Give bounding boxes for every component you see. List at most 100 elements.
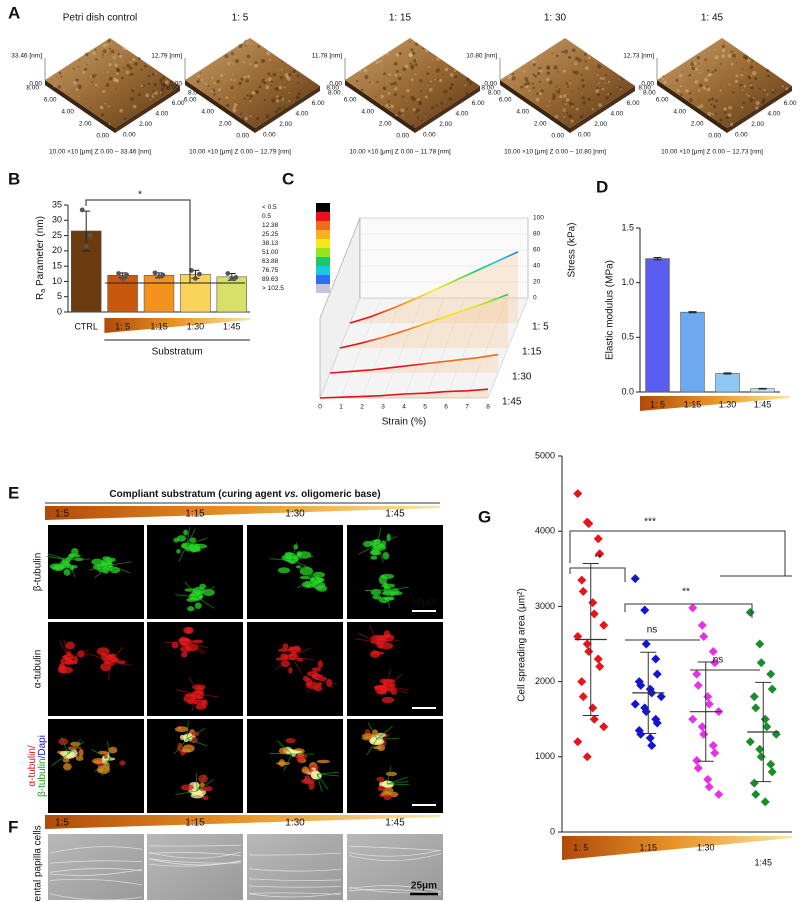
cell — [301, 766, 309, 774]
afm-texture — [57, 85, 61, 89]
afm-texture — [570, 119, 574, 123]
afm-texture — [393, 61, 398, 66]
afm-texture — [566, 111, 569, 115]
data-point — [766, 669, 776, 679]
afm-texture — [79, 59, 81, 62]
afm-texture — [244, 44, 247, 47]
afm-texture — [428, 66, 431, 68]
x-tick-label: 1: 5 — [650, 399, 665, 409]
cell-process — [386, 589, 390, 608]
afm-texture — [424, 95, 428, 99]
afm-texture — [574, 70, 579, 75]
cell — [372, 595, 382, 600]
cell-process — [269, 752, 293, 755]
cell-process — [376, 725, 393, 740]
afm-texture — [727, 53, 732, 58]
afm-texture — [288, 73, 292, 77]
afm-texture — [247, 75, 251, 78]
afm-texture — [244, 75, 247, 78]
grid-line — [361, 297, 403, 399]
cell-process — [367, 722, 378, 740]
column-label: 1:45 — [385, 509, 405, 520]
afm-texture — [466, 77, 470, 82]
cell-process — [297, 579, 318, 589]
x-tick-label: 2 — [360, 404, 364, 411]
afm-tick: 2.00 — [139, 121, 152, 128]
colorbar-cell — [316, 203, 330, 212]
x-tick-label: 1:45 — [754, 399, 772, 409]
data-point — [699, 631, 709, 641]
cell-process — [67, 559, 76, 578]
afm-z-label: 10.80 [nm] — [466, 53, 497, 60]
stress-area — [340, 294, 508, 348]
afm-texture — [379, 60, 382, 63]
afm-texture — [750, 74, 753, 77]
data-point — [584, 519, 594, 529]
cell-process — [196, 693, 219, 698]
afm-texture — [674, 82, 676, 84]
afm-texture — [129, 61, 132, 63]
afm-texture — [563, 49, 569, 54]
data-point — [767, 684, 777, 694]
afm-texture — [114, 63, 118, 67]
afm-texture — [454, 94, 456, 96]
afm-texture — [752, 97, 755, 99]
afm-texture — [160, 87, 165, 92]
sd-bar — [697, 661, 714, 762]
afm-texture — [435, 68, 440, 73]
afm-texture — [84, 67, 88, 71]
cell-process — [196, 774, 207, 792]
afm-texture — [213, 82, 216, 85]
afm-side — [345, 80, 415, 133]
afm-texture — [546, 65, 550, 69]
data-point — [645, 733, 655, 743]
afm-texture — [720, 122, 723, 125]
colorbar-label: > 102.5 — [262, 285, 284, 292]
afm-texture — [747, 59, 751, 63]
cell — [194, 602, 202, 609]
afm-texture — [420, 90, 423, 92]
afm-texture — [763, 88, 766, 91]
bar — [715, 373, 740, 393]
afm-texture — [771, 90, 775, 94]
gradient-wedge — [104, 318, 251, 333]
data-point — [578, 692, 588, 702]
afm-texture — [99, 105, 104, 110]
afm-texture — [754, 77, 758, 81]
cell — [109, 653, 117, 661]
afm-texture — [267, 72, 271, 76]
cell — [180, 645, 192, 653]
afm-tick: 0.00 — [578, 132, 591, 139]
cell — [382, 679, 394, 687]
afm-texture — [437, 78, 440, 81]
afm-texture — [437, 68, 440, 70]
afm-texture — [582, 66, 584, 68]
afm-tick: 6.00 — [656, 97, 669, 104]
column-label: 1:5 — [55, 818, 69, 829]
afm-texture — [448, 86, 452, 90]
afm-z-base: 0.00 — [169, 81, 182, 88]
afm-texture — [383, 72, 386, 76]
data-point — [751, 703, 761, 713]
afm-texture — [227, 62, 231, 65]
afm-texture — [512, 73, 515, 76]
afm-texture — [90, 106, 92, 109]
afm-texture — [223, 72, 225, 74]
grid-line — [445, 297, 487, 399]
afm-texture — [427, 84, 429, 86]
afm-texture — [618, 78, 620, 80]
afm-texture — [122, 60, 124, 62]
afm-texture — [562, 108, 565, 112]
data-point — [630, 574, 640, 584]
afm-texture — [280, 68, 283, 71]
afm-tick: 8.00 — [328, 90, 341, 97]
data-point — [710, 658, 720, 668]
data-point — [577, 677, 587, 687]
afm-tick: 2.00 — [691, 121, 704, 128]
cell — [296, 552, 301, 556]
afm-texture — [395, 114, 398, 117]
afm-texture — [735, 74, 739, 78]
afm-side — [500, 80, 570, 133]
micrograph — [347, 622, 443, 716]
afm-texture — [751, 60, 754, 63]
